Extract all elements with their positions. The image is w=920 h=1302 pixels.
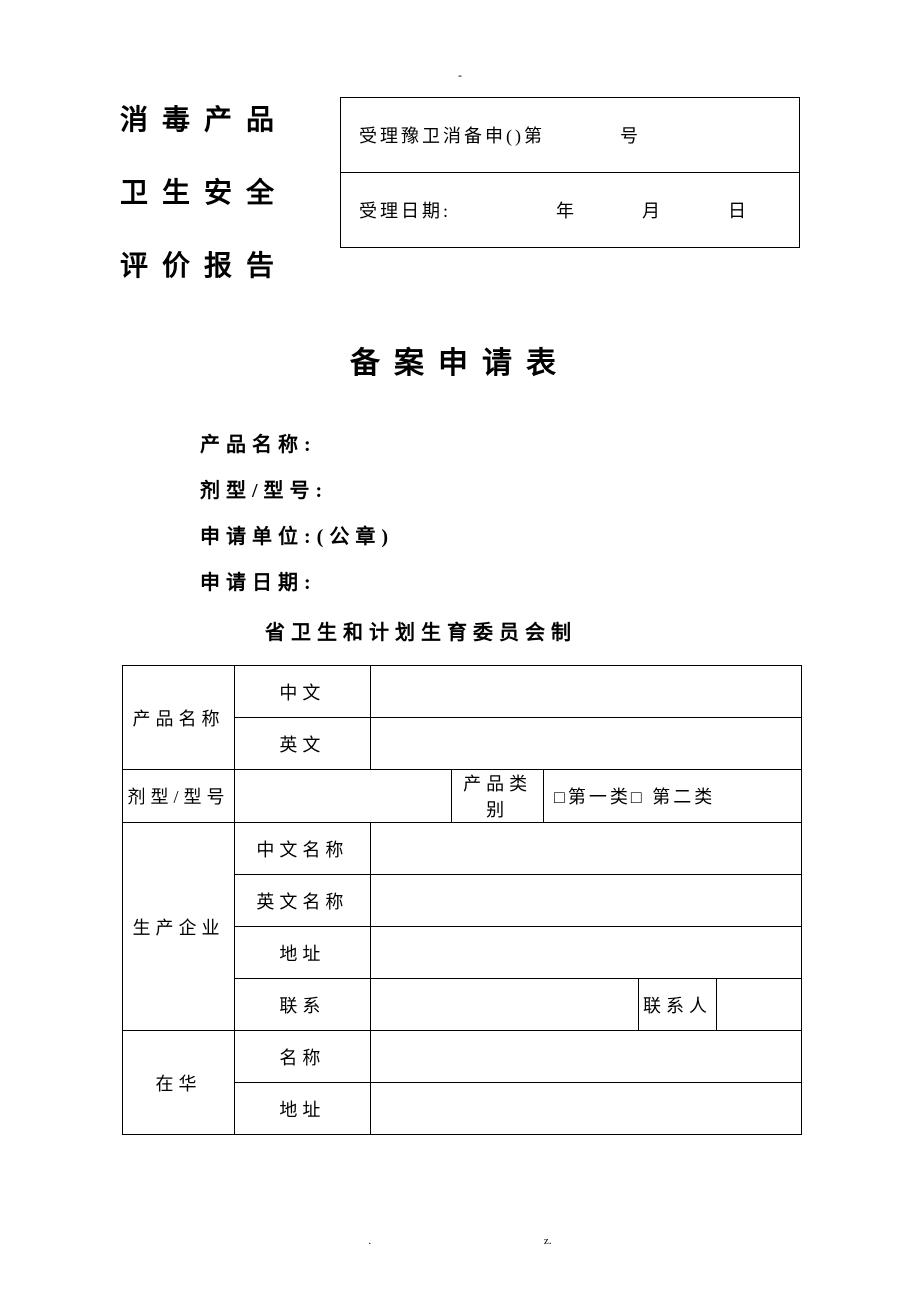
- header-row: 消毒产品 卫生安全 评价报告 受理豫卫消备申()第 号 受理日期: 年 月 日: [120, 85, 800, 303]
- cell-product-category-options[interactable]: □第一类□ 第二类: [543, 770, 801, 823]
- issuer-line: 省卫生和计划生育委员会制: [265, 616, 800, 645]
- accept-number-label: 受理豫卫消备申()第: [359, 122, 545, 148]
- footer-z: z.: [544, 1235, 552, 1247]
- footer-marks: . z.: [0, 1235, 920, 1247]
- cell-product-category-label: 产品类别: [452, 770, 544, 823]
- title-line-3: 评价报告: [120, 231, 320, 304]
- accept-date-label: 受理日期:: [359, 197, 451, 223]
- field-product-name: 产品名称:: [200, 422, 800, 468]
- cell-english-label: 英文: [235, 718, 371, 770]
- cell-chinese-label: 中文: [235, 666, 371, 718]
- application-table: 产品名称 中文 英文 剂型/型号 产品类别 □第一类□ 第二类 生产企业 中文名…: [122, 665, 802, 1135]
- table-row: 产品名称 中文: [123, 666, 802, 718]
- cell-dosage-model-value[interactable]: [235, 770, 452, 823]
- cell-product-name-en-value[interactable]: [370, 718, 801, 770]
- table-row: 在华 名称: [123, 1031, 802, 1083]
- cell-inchina-address-label: 地址: [235, 1083, 371, 1135]
- form-title: 备案申请表: [120, 338, 800, 382]
- title-line-1: 消毒产品: [120, 85, 320, 158]
- acceptance-date-row: 受理日期: 年 月 日: [341, 173, 799, 247]
- month-unit: 月: [642, 197, 663, 223]
- title-column: 消毒产品 卫生安全 评价报告: [120, 85, 320, 303]
- cell-mfr-chinese-name-label: 中文名称: [235, 823, 371, 875]
- cell-inchina-address-value[interactable]: [370, 1083, 801, 1135]
- cell-inchina-name-label: 名称: [235, 1031, 371, 1083]
- cell-contact-person-value[interactable]: [717, 979, 802, 1031]
- cell-product-name-zh-value[interactable]: [370, 666, 801, 718]
- title-line-2: 卫生安全: [120, 158, 320, 231]
- field-apply-date: 申请日期:: [200, 560, 800, 606]
- accept-number-suffix: 号: [620, 122, 641, 148]
- field-applicant-unit: 申请单位:(公章): [200, 514, 800, 560]
- cell-mfr-address-label: 地址: [235, 927, 371, 979]
- cell-manufacturer-label: 生产企业: [123, 823, 235, 1031]
- cell-mfr-english-name-label: 英文名称: [235, 875, 371, 927]
- cell-mfr-address-value[interactable]: [370, 927, 801, 979]
- table-row: 生产企业 中文名称: [123, 823, 802, 875]
- cell-mfr-contact-value[interactable]: [370, 979, 638, 1031]
- cell-in-china-label: 在华: [123, 1031, 235, 1135]
- acceptance-number-row: 受理豫卫消备申()第 号: [341, 98, 799, 173]
- acceptance-box: 受理豫卫消备申()第 号 受理日期: 年 月 日: [340, 97, 800, 248]
- cell-mfr-chinese-name-value[interactable]: [370, 823, 801, 875]
- cell-inchina-name-value[interactable]: [370, 1031, 801, 1083]
- cell-mfr-english-name-value[interactable]: [370, 875, 801, 927]
- top-marker: -: [0, 68, 920, 83]
- footer-dot: .: [368, 1235, 371, 1247]
- cell-contact-person-label: 联系人: [639, 979, 717, 1031]
- cell-product-name-label: 产品名称: [123, 666, 235, 770]
- cell-mfr-contact-label: 联系: [235, 979, 371, 1031]
- field-dosage-model: 剂型/型号:: [200, 468, 800, 514]
- day-unit: 日: [728, 197, 749, 223]
- cell-dosage-model-label: 剂型/型号: [123, 770, 235, 823]
- fields-block: 产品名称: 剂型/型号: 申请单位:(公章) 申请日期:: [200, 422, 800, 606]
- year-unit: 年: [556, 197, 577, 223]
- table-row: 剂型/型号 产品类别 □第一类□ 第二类: [123, 770, 802, 823]
